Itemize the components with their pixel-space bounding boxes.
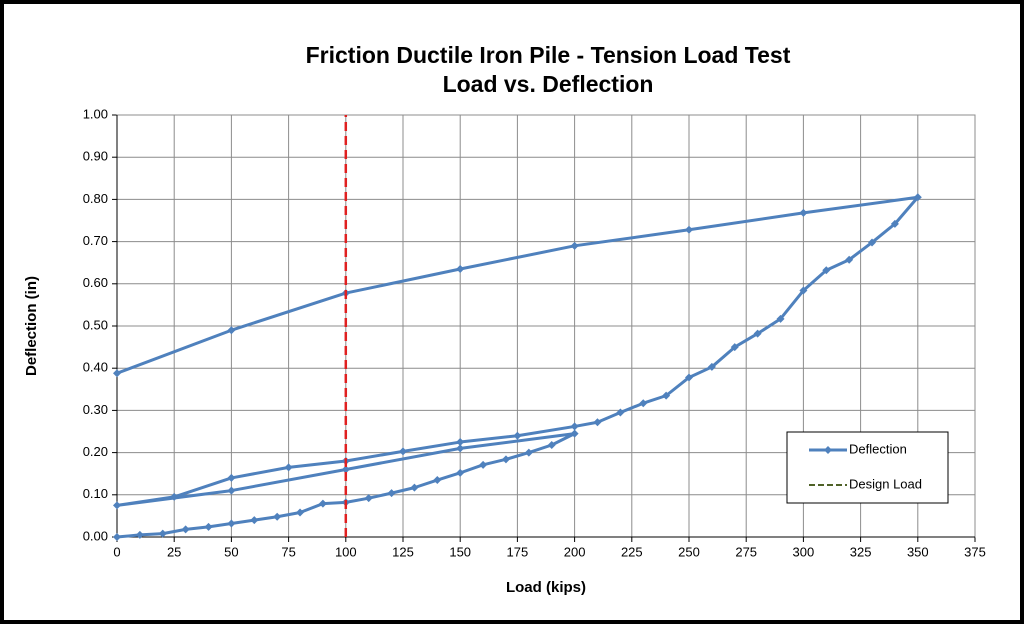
y-tick-label: 0.20 <box>83 444 108 459</box>
x-tick-label: 350 <box>907 544 929 559</box>
data-point <box>181 525 190 534</box>
legend-box <box>786 431 949 504</box>
x-tick-label: 225 <box>621 544 643 559</box>
x-tick-label: 325 <box>850 544 872 559</box>
data-point <box>456 468 465 477</box>
data-point <box>730 343 739 352</box>
x-tick-label: 275 <box>735 544 757 559</box>
y-tick-label: 0.60 <box>83 275 108 290</box>
data-point <box>170 492 179 501</box>
x-tick-label: 75 <box>281 544 295 559</box>
data-point <box>593 418 602 427</box>
y-axis-label: Deflection (in) <box>23 276 40 376</box>
x-tick-label: 25 <box>167 544 181 559</box>
y-tick-label: 0.40 <box>83 360 108 375</box>
chart-title: Friction Ductile Iron Pile - Tension Loa… <box>306 42 791 68</box>
data-point <box>501 455 510 464</box>
data-point <box>318 499 327 508</box>
data-point <box>913 193 922 202</box>
data-point <box>570 422 579 431</box>
data-point <box>433 476 442 485</box>
data-point <box>250 516 259 525</box>
data-point <box>776 314 785 323</box>
data-point <box>524 448 533 457</box>
chart-subtitle: Load vs. Deflection <box>443 71 654 97</box>
x-tick-label: 175 <box>507 544 529 559</box>
x-tick-label: 50 <box>224 544 238 559</box>
y-tick-label: 0.00 <box>83 528 108 543</box>
data-point <box>113 533 121 541</box>
data-point <box>456 265 465 274</box>
data-point <box>158 529 167 538</box>
data-point <box>296 508 305 517</box>
y-tick-label: 1.00 <box>83 106 108 121</box>
data-point <box>685 225 693 234</box>
data-point <box>456 444 465 453</box>
data-point <box>513 431 522 440</box>
data-point <box>364 494 373 503</box>
y-tick-label: 0.70 <box>83 233 108 248</box>
data-point <box>135 530 144 539</box>
data-point <box>227 486 236 495</box>
x-tick-label: 100 <box>335 544 357 559</box>
data-point <box>399 447 407 456</box>
x-tick-label: 150 <box>449 544 471 559</box>
x-tick-label: 125 <box>392 544 414 559</box>
x-tick-label: 200 <box>564 544 586 559</box>
data-point <box>685 373 693 382</box>
data-point <box>273 512 282 521</box>
data-point <box>227 519 236 528</box>
data-point <box>616 408 625 417</box>
data-point <box>410 483 419 492</box>
data-point <box>799 286 808 295</box>
x-tick-label: 250 <box>678 544 700 559</box>
y-tick-label: 0.90 <box>83 149 108 164</box>
data-point <box>639 399 648 408</box>
data-point <box>113 501 121 510</box>
y-tick-label: 0.10 <box>83 486 108 501</box>
x-tick-label: 300 <box>793 544 815 559</box>
y-tick-label: 0.50 <box>83 317 108 332</box>
y-tick-label: 0.80 <box>83 191 108 206</box>
data-point <box>479 460 488 469</box>
data-point <box>284 463 293 472</box>
legend-label: Deflection <box>849 441 907 456</box>
data-point <box>113 369 121 378</box>
data-point <box>753 329 762 338</box>
legend-marker <box>824 446 832 454</box>
data-point <box>707 362 716 371</box>
data-point <box>822 266 831 275</box>
data-point <box>662 391 671 400</box>
data-point <box>868 238 877 247</box>
x-axis-label: Load (kips) <box>506 579 586 596</box>
data-point <box>204 522 213 531</box>
x-tick-label: 0 <box>113 544 120 559</box>
data-point <box>341 465 350 474</box>
data-point <box>456 438 465 447</box>
data-point <box>845 255 854 264</box>
data-point <box>227 473 236 482</box>
data-point <box>799 208 808 217</box>
data-point <box>570 241 579 250</box>
data-point <box>890 219 899 228</box>
legend-label: Design Load <box>849 476 922 491</box>
data-point <box>570 429 579 438</box>
x-tick-label: 375 <box>964 544 986 559</box>
data-point <box>547 441 556 450</box>
y-tick-label: 0.30 <box>83 402 108 417</box>
data-point <box>387 489 396 498</box>
data-point <box>227 326 236 335</box>
